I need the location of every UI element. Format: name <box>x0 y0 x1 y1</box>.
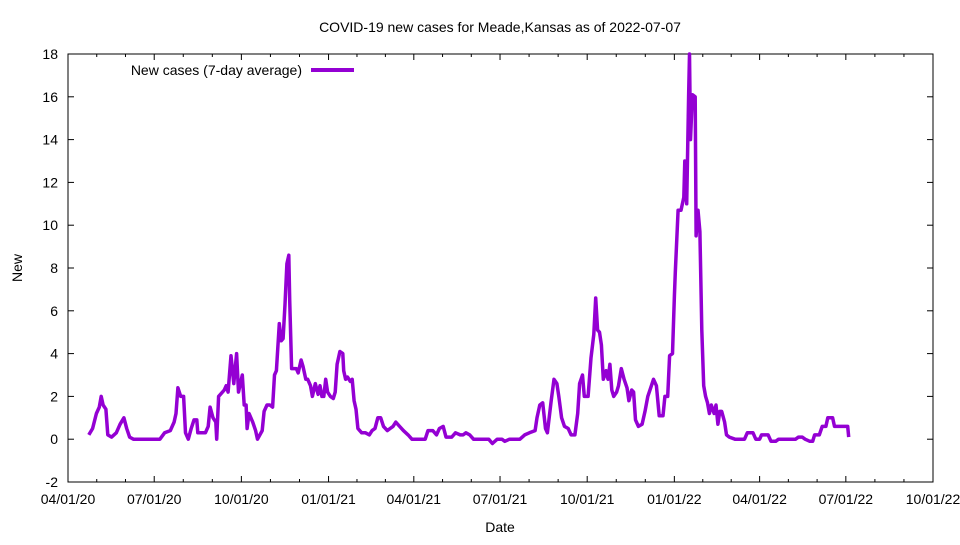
x-tick-label: 04/01/21 <box>387 491 442 507</box>
y-tick-label: 18 <box>42 46 58 62</box>
y-axis-label: New <box>9 253 25 282</box>
x-axis-label: Date <box>485 519 515 535</box>
y-tick-label: 16 <box>42 89 58 105</box>
x-tick-label: 07/01/22 <box>819 491 874 507</box>
y-tick-label: 10 <box>42 217 58 233</box>
x-axis: 04/01/20 07/01/20 10/01/20 01/01/21 04/01/21… <box>41 54 960 507</box>
x-tick-label: 04/01/22 <box>732 491 787 507</box>
x-tick-label: 10/01/20 <box>214 491 269 507</box>
y-tick-label: 6 <box>50 303 58 319</box>
legend-label: New cases (7-day average) <box>131 62 302 78</box>
legend: New cases (7-day average) <box>131 62 354 78</box>
x-tick-label: 10/01/21 <box>560 491 615 507</box>
y-tick-label: 2 <box>50 388 58 404</box>
x-tick-label: 10/01/22 <box>906 491 960 507</box>
plot-frame <box>67 53 934 483</box>
x-tick-label: 01/01/21 <box>301 491 356 507</box>
y-tick-label: -2 <box>46 474 59 490</box>
x-tick-label: 07/01/20 <box>127 491 182 507</box>
y-tick-label: 4 <box>50 346 58 362</box>
x-tick-label: 01/01/22 <box>647 491 702 507</box>
y-axis: -2 0 2 4 6 8 10 12 14 16 18 <box>42 46 933 490</box>
y-tick-label: 8 <box>50 260 58 276</box>
x-tick-label: 07/01/21 <box>473 491 528 507</box>
y-tick-label: 12 <box>42 174 58 190</box>
x-tick-label: 04/01/20 <box>41 491 96 507</box>
chart-title: COVID-19 new cases for Meade,Kansas as o… <box>319 19 681 35</box>
y-tick-label: 0 <box>50 431 58 447</box>
y-tick-label: 14 <box>42 132 58 148</box>
series-line-new-cases <box>87 52 851 446</box>
